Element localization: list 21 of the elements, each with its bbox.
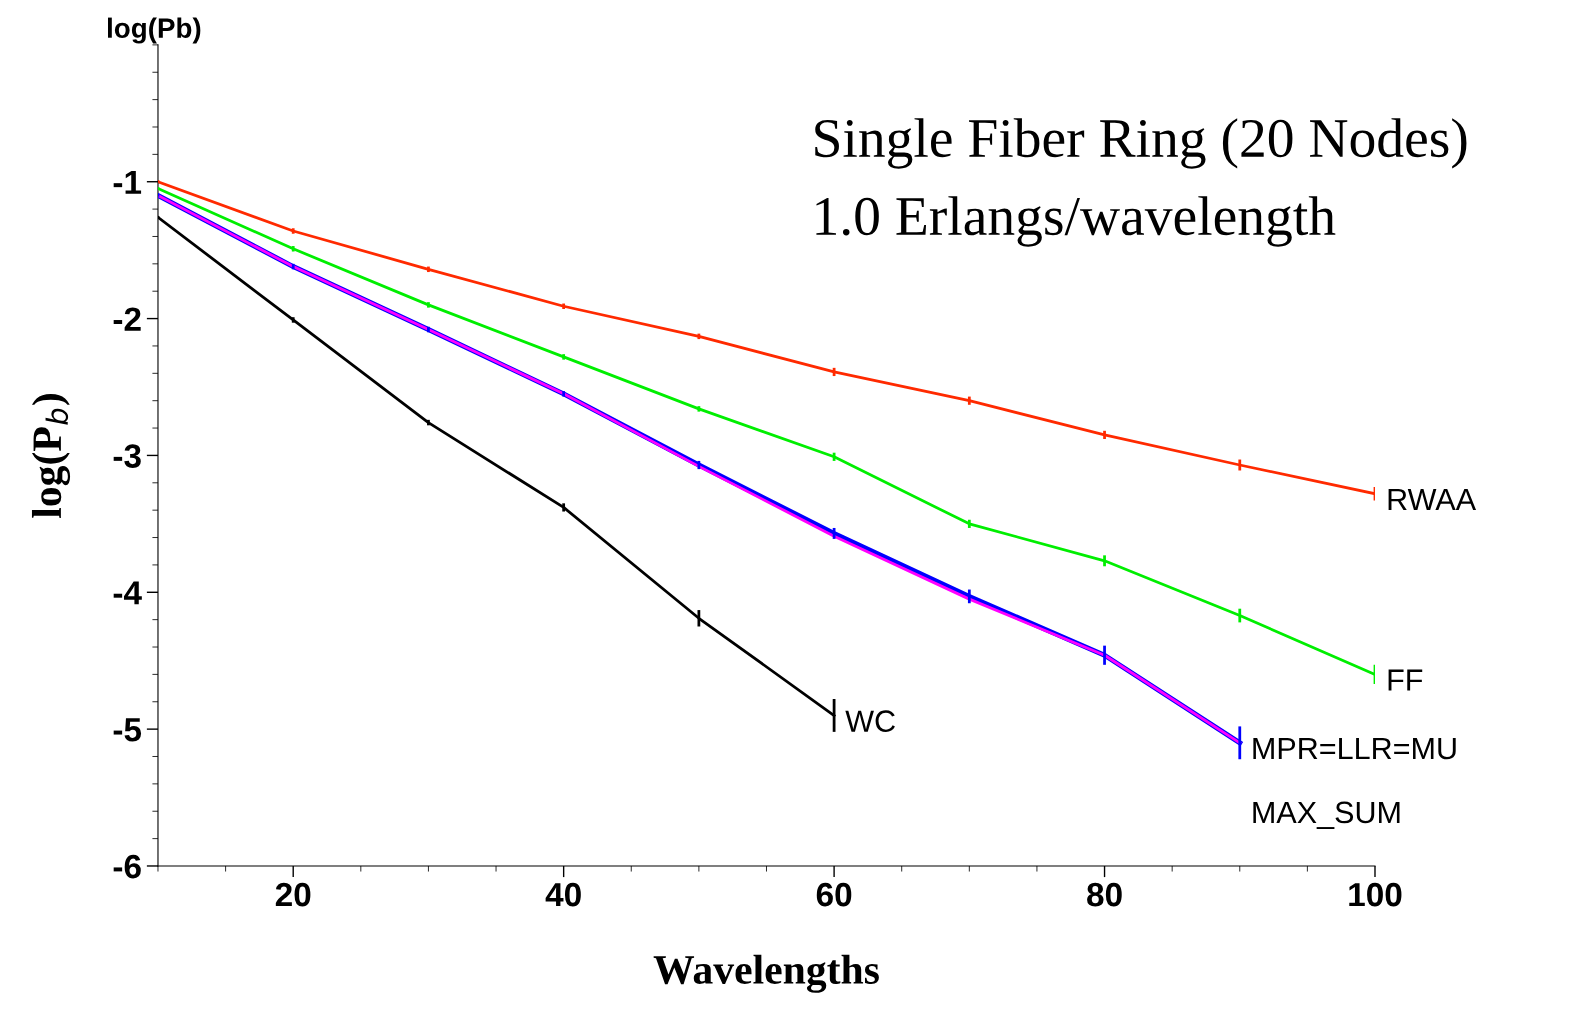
- x-tick-label: 40: [545, 882, 581, 907]
- y-tick-label: -6: [113, 854, 141, 879]
- series-label: MAX_SUM: [1253, 801, 1400, 830]
- y-axis-title: log(P$_{b}$): [31, 394, 71, 518]
- series-label: FF: [1388, 669, 1423, 691]
- text: Single Fiber Ring (20 Nodes): [815, 118, 1467, 169]
- x-tick-label: 80: [1087, 882, 1122, 907]
- x-tick-label: 20: [275, 882, 311, 907]
- y-tick-label: -3: [113, 444, 141, 468]
- text: 1.0 Erlangs/wavelength: [816, 196, 1336, 247]
- y-tick-label: -4: [113, 581, 142, 605]
- series-label: WC: [845, 710, 895, 732]
- y-tick-label: -1: [113, 170, 142, 194]
- x-tick-label: 60: [816, 882, 852, 907]
- series-label: MPR=LLR=MU: [1253, 738, 1456, 760]
- text: log(Pb): [108, 17, 201, 44]
- y-tick-label: -5: [113, 718, 142, 742]
- x-tick-label: 100: [1349, 882, 1402, 907]
- series-label: RWAA: [1388, 488, 1477, 510]
- x-axis-title: Wavelengths: [653, 954, 879, 993]
- y-tick-label: -2: [113, 307, 141, 331]
